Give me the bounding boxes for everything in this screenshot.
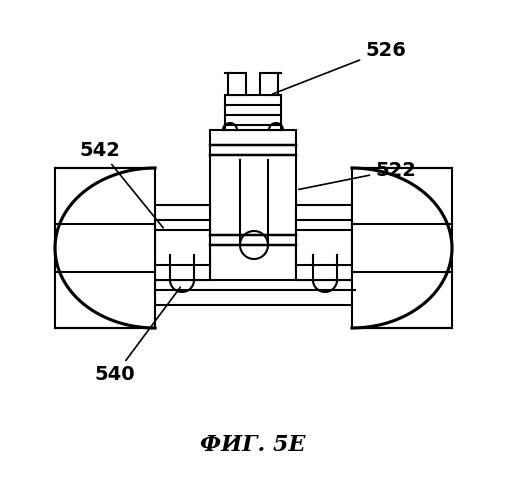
Bar [55, 168, 155, 328]
Bar [352, 168, 452, 328]
Bar [225, 95, 281, 130]
Bar [55, 168, 155, 328]
Text: 540: 540 [95, 287, 180, 384]
Bar [296, 205, 352, 280]
Bar [228, 73, 246, 95]
Bar [210, 130, 296, 285]
Text: 542: 542 [80, 140, 163, 228]
Text: 526: 526 [273, 40, 406, 94]
Text: 522: 522 [299, 160, 416, 190]
Text: ФИГ. 5Е: ФИГ. 5Е [200, 434, 306, 456]
Bar [155, 205, 210, 280]
Bar [260, 73, 278, 95]
Bar [155, 280, 355, 305]
